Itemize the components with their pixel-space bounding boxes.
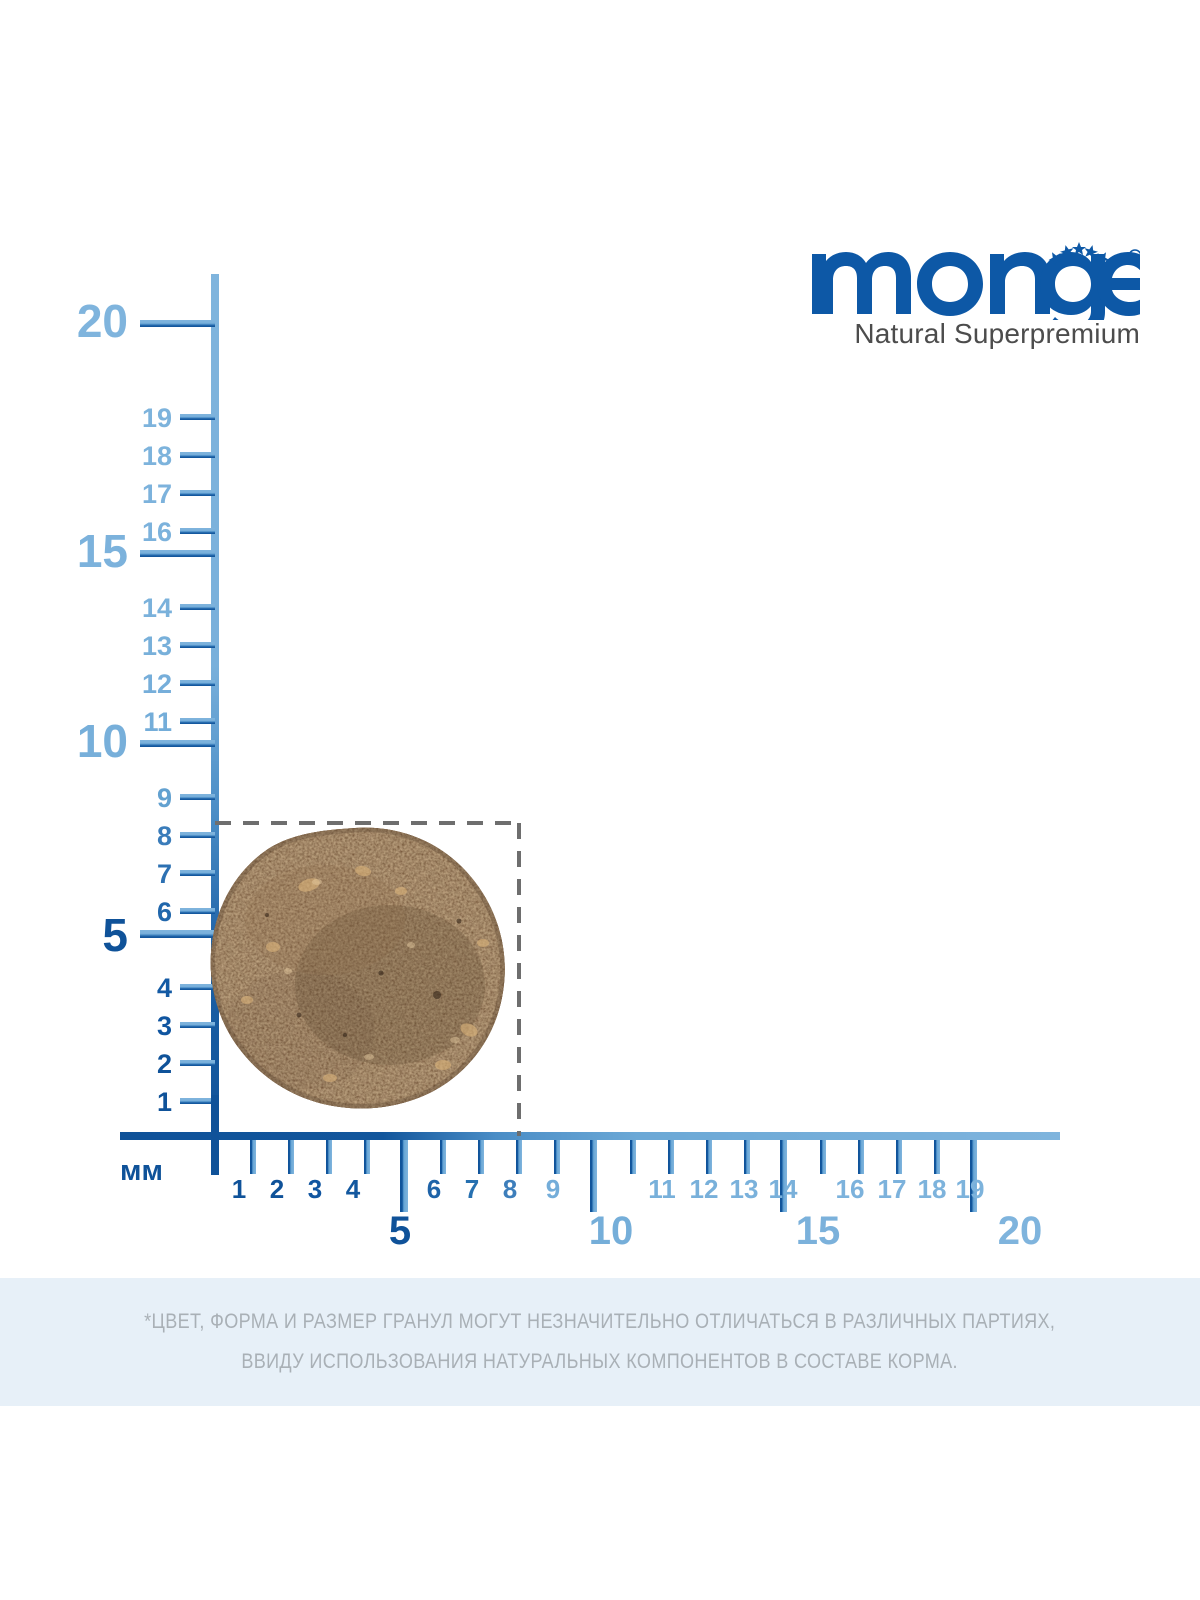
kibble-shape-icon [210, 827, 505, 1109]
vertical-minor-labels: 1 2 3 4 6 7 8 9 11 12 13 14 16 17 18 19 [142, 403, 172, 1117]
svg-text:4: 4 [157, 973, 172, 1003]
horizontal-minor-ticks [250, 1140, 940, 1174]
svg-text:18: 18 [142, 441, 172, 471]
svg-text:7: 7 [157, 859, 172, 889]
svg-text:15: 15 [77, 525, 128, 577]
svg-text:11: 11 [648, 1174, 676, 1204]
horizontal-axis-spine [120, 1132, 1060, 1140]
svg-text:7: 7 [465, 1174, 479, 1204]
svg-text:2: 2 [157, 1049, 172, 1079]
svg-text:17: 17 [878, 1174, 907, 1204]
svg-text:6: 6 [157, 897, 172, 927]
svg-text:6: 6 [427, 1174, 441, 1204]
disclaimer-line-1: *ЦВЕТ, ФОРМА И РАЗМЕР ГРАНУЛ МОГУТ НЕЗНА… [144, 1310, 1056, 1333]
svg-text:15: 15 [796, 1209, 841, 1253]
horizontal-major-labels: 5 10 15 20 [389, 1209, 1042, 1253]
svg-text:14: 14 [769, 1174, 798, 1204]
svg-text:13: 13 [730, 1174, 759, 1204]
svg-text:16: 16 [142, 517, 172, 547]
horizontal-minor-labels: 1 2 3 4 6 7 8 9 11 12 13 14 16 17 18 19 [232, 1174, 985, 1204]
svg-text:1: 1 [157, 1087, 172, 1117]
svg-text:8: 8 [157, 821, 172, 851]
disclaimer-line-2: ВВИДУ ИСПОЛЬЗОВАНИЯ НАТУРАЛЬНЫХ КОМПОНЕН… [241, 1350, 959, 1373]
disclaimer-band: *ЦВЕТ, ФОРМА И РАЗМЕР ГРАНУЛ МОГУТ НЕЗНА… [0, 1278, 1200, 1406]
svg-text:1: 1 [232, 1174, 246, 1204]
ruler-measurement-chart: 1 2 3 4 6 7 8 9 11 12 13 14 16 17 18 19 … [77, 274, 1060, 1253]
svg-text:20: 20 [77, 295, 128, 347]
svg-text:5: 5 [102, 909, 128, 961]
svg-text:12: 12 [142, 669, 172, 699]
horizontal-major-ticks [400, 1140, 977, 1212]
svg-text:18: 18 [918, 1174, 947, 1204]
svg-text:16: 16 [836, 1174, 865, 1204]
unit-label: мм [120, 1155, 163, 1187]
svg-text:10: 10 [77, 715, 128, 767]
svg-text:9: 9 [546, 1174, 560, 1204]
vertical-axis-spine [211, 274, 219, 1144]
monge-wordmark-icon: R [812, 242, 1140, 320]
kibble-image [205, 825, 525, 1115]
horizontal-zero-tick [211, 1095, 219, 1175]
svg-text:14: 14 [142, 593, 172, 623]
vertical-major-labels: 5 10 15 20 [77, 295, 128, 961]
svg-text:9: 9 [157, 783, 172, 813]
svg-text:8: 8 [503, 1174, 517, 1204]
svg-text:17: 17 [142, 479, 172, 509]
horizontal-ruler: 1 2 3 4 6 7 8 9 11 12 13 14 16 17 18 19 … [120, 1095, 1060, 1253]
svg-text:19: 19 [142, 403, 172, 433]
svg-text:4: 4 [346, 1174, 361, 1204]
monge-logo: R Natural Superpremium [810, 228, 1140, 358]
svg-text:3: 3 [157, 1011, 172, 1041]
measurement-bounding-box [215, 821, 521, 1136]
svg-text:3: 3 [308, 1174, 322, 1204]
stars-icon [1048, 242, 1110, 266]
vertical-ruler: 1 2 3 4 6 7 8 9 11 12 13 14 16 17 18 19 … [77, 274, 219, 1144]
monge-tagline: Natural Superpremium [854, 318, 1140, 349]
svg-text:11: 11 [143, 707, 172, 737]
svg-text:12: 12 [690, 1174, 719, 1204]
svg-text:5: 5 [389, 1209, 411, 1253]
svg-text:2: 2 [270, 1174, 284, 1204]
svg-text:20: 20 [998, 1209, 1043, 1253]
svg-text:10: 10 [589, 1209, 634, 1253]
vertical-minor-ticks [180, 414, 215, 1104]
svg-text:19: 19 [956, 1174, 985, 1204]
vertical-major-ticks [140, 320, 215, 938]
svg-text:R: R [1132, 252, 1139, 262]
svg-text:13: 13 [142, 631, 172, 661]
